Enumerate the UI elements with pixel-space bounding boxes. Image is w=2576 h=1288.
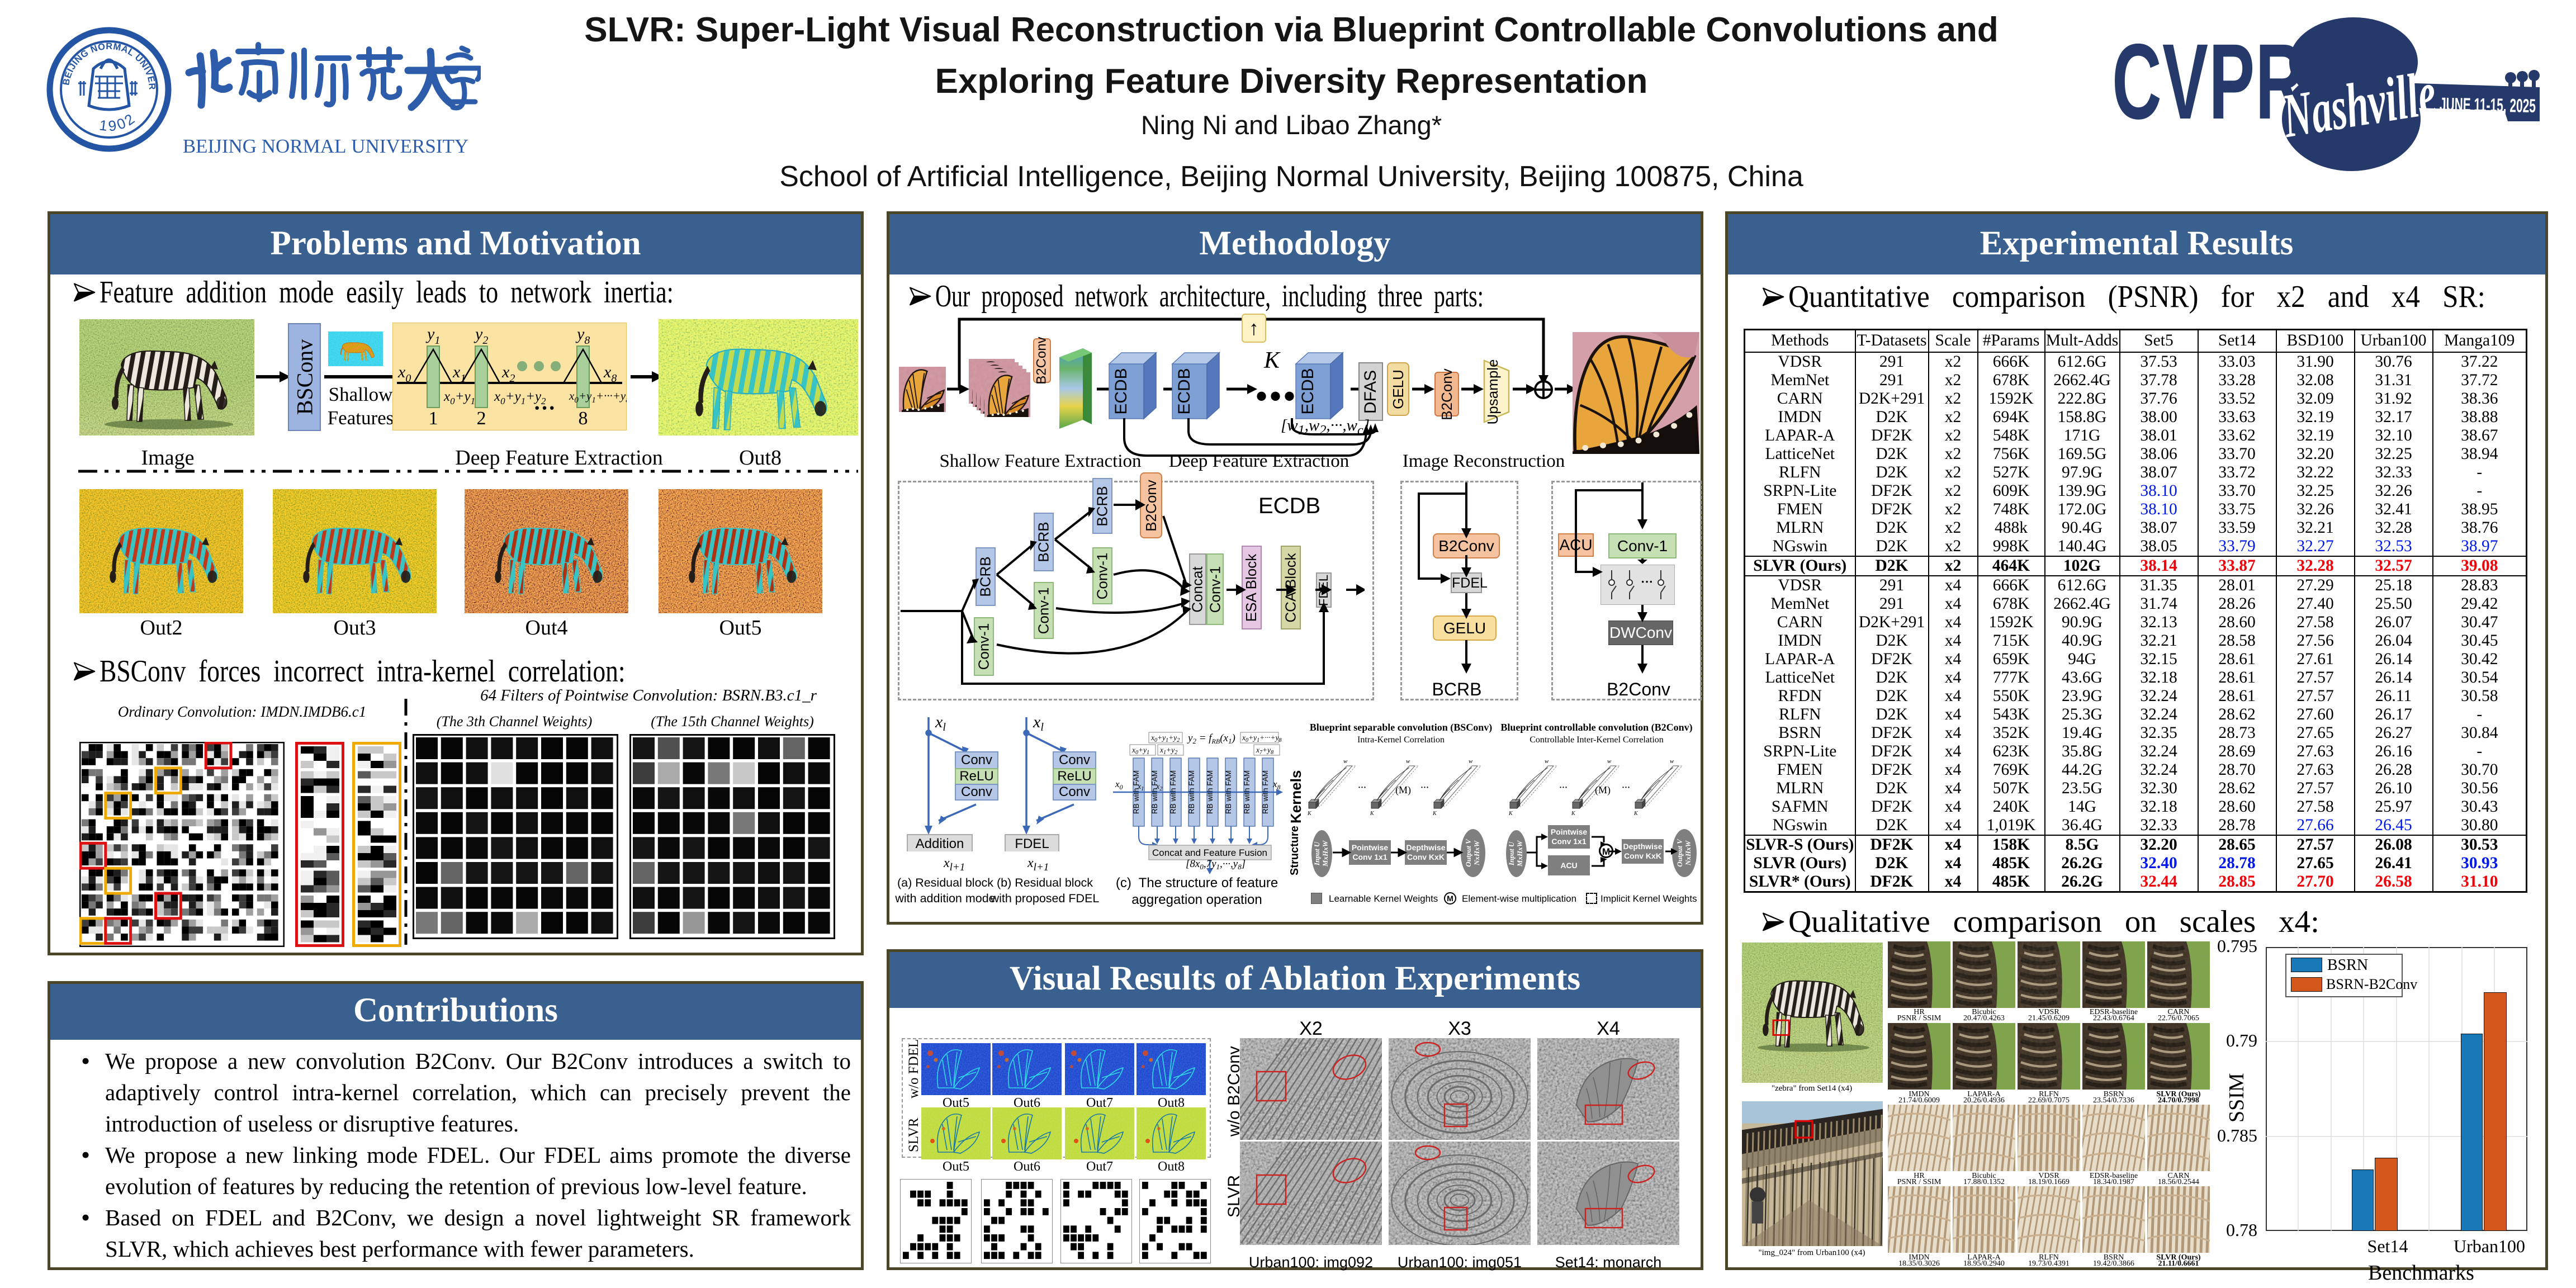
svg-text:x0+y1: x0+y1 [443,389,475,406]
svg-text:x0+y1+y2: x0+y1+y2 [494,389,546,406]
svg-text:x8: x8 [603,363,617,385]
svg-text:y2 = fRB(x1): y2 = fRB(x1) [1187,732,1235,745]
svg-text:Upsample: Upsample [1484,359,1501,424]
svg-text:w: w [1670,758,1674,765]
svg-text:···: ··· [1420,783,1429,792]
svg-text:···: ··· [1358,783,1366,792]
svg-text:w: w [1545,758,1549,765]
svg-text:w: w [1406,758,1410,765]
svg-text:···: ··· [1559,783,1568,792]
svg-text:K: K [1508,811,1513,817]
svg-text:K: K [1370,811,1375,817]
svg-text:Conv: Conv [961,784,992,799]
svg-text:2: 2 [477,408,486,429]
svg-text:JUNE 11-15, 2025: JUNE 11-15, 2025 [2440,94,2536,117]
svg-text:y8: y8 [575,325,590,347]
svg-text:Conv: Conv [1059,784,1090,799]
svg-text:K: K [1307,811,1312,817]
svg-text:x0: x0 [397,363,411,385]
svg-text:x0+y1+y2: x0+y1+y2 [1150,733,1180,744]
svg-text:K: K [1633,811,1639,817]
svg-text:Conv: Conv [961,752,992,768]
svg-text:8: 8 [579,408,588,429]
svg-text:Conv: Conv [1059,752,1090,768]
svg-text:ReLU: ReLU [959,769,993,784]
svg-text:x0+y1+···+y8: x0+y1+···+y8 [1242,733,1281,744]
svg-text:w: w [1607,758,1612,765]
svg-text:xl: xl [1033,717,1044,733]
svg-text:CVPR: CVPR [2112,22,2305,141]
svg-text:x1: x1 [452,363,466,385]
svg-text:x0: x0 [1115,779,1123,791]
svg-text:Concat and Feature Fusion: Concat and Feature Fusion [1152,847,1267,858]
svg-text:K: K [1571,811,1576,817]
svg-text:w: w [1343,758,1348,765]
svg-text:Addition: Addition [916,836,964,851]
svg-text:···: ··· [1622,783,1630,792]
svg-text:1: 1 [429,408,438,429]
svg-text:y1: y1 [425,325,440,347]
svg-text:ReLU: ReLU [1057,769,1091,784]
svg-text:K: K [1432,811,1437,817]
svg-text:···: ··· [1641,575,1653,589]
svg-text:x0+y1+···+y8: x0+y1+···+y8 [569,389,627,405]
svg-text:FDEL: FDEL [1015,836,1049,851]
svg-text:ECDB: ECDB [1299,368,1317,414]
svg-text:x2: x2 [501,363,515,385]
svg-text:x8: x8 [1272,779,1281,791]
svg-text:···: ··· [533,395,556,420]
svg-text:w: w [1469,758,1473,765]
svg-text:ECDB: ECDB [1175,368,1194,414]
svg-text:xl: xl [935,717,946,733]
svg-text:ECDB: ECDB [1112,368,1130,414]
svg-text:y2: y2 [473,325,488,347]
svg-text:[8x0,7y1,···,y8]: [8x0,7y1,···,y8] [1186,858,1246,871]
svg-text:x1+y2: x1+y2 [1159,746,1177,756]
